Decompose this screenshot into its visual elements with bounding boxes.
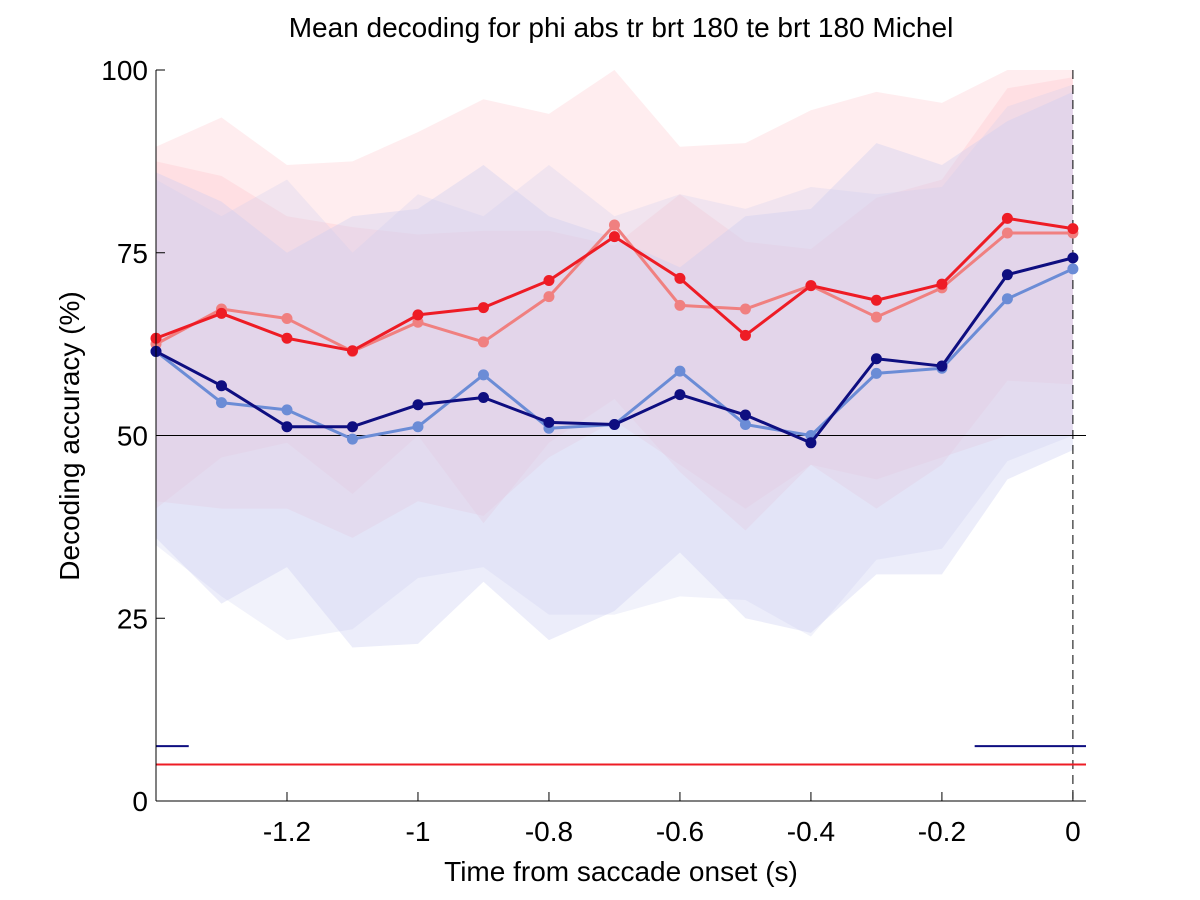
data-point-s2-11 [805, 280, 817, 292]
data-point-s3-4 [346, 433, 358, 445]
x-axis-label: Time from saccade onset (s) [444, 856, 798, 887]
x-tick-label-3: -0.8 [525, 816, 573, 847]
x-tick-label-1: -1.2 [263, 816, 311, 847]
x-tick-label-5: -0.4 [787, 816, 835, 847]
tick-labels: -1.2 -1 -0.8 -0.6 -0.4 -0.2 0 0 25 50 75 100 [101, 55, 1080, 847]
y-axis-label: Decoding accuracy (%) [54, 291, 85, 581]
data-point-s4-11 [805, 437, 817, 449]
chart-title: Mean decoding for phi abs tr brt 180 te … [288, 12, 954, 43]
data-point-s2-8 [608, 231, 620, 243]
confidence-band-2 [156, 77, 1073, 538]
data-point-s3-15 [1067, 263, 1079, 275]
data-point-s3-6 [477, 369, 489, 381]
data-point-s2-4 [346, 345, 358, 357]
data-point-s1-9 [674, 299, 686, 311]
data-point-s4-7 [543, 416, 555, 428]
x-tick-label-6: -0.2 [918, 816, 966, 847]
data-point-s2-3 [281, 332, 293, 344]
y-tick-label-5: 100 [101, 55, 148, 86]
data-point-s4-10 [739, 409, 751, 421]
data-point-s4-12 [870, 353, 882, 365]
data-point-s2-7 [543, 275, 555, 287]
data-point-s2-14 [1001, 212, 1013, 224]
data-point-s1-7 [543, 291, 555, 303]
axes [155, 69, 1086, 802]
data-point-s4-13 [936, 360, 948, 372]
data-point-s2-5 [412, 309, 424, 321]
data-point-s3-14 [1001, 293, 1013, 305]
data-point-s4-15 [1067, 252, 1079, 264]
data-point-s1-12 [870, 311, 882, 323]
y-tick-label-4: 75 [117, 238, 148, 269]
data-point-s1-14 [1001, 227, 1013, 239]
data-point-s3-3 [281, 404, 293, 416]
data-point-s3-9 [674, 365, 686, 377]
data-point-s1-3 [281, 313, 293, 325]
confidence-band-3 [156, 91, 1073, 648]
data-point-s2-10 [739, 329, 751, 341]
data-point-s2-6 [477, 302, 489, 314]
series-lines [150, 212, 1079, 449]
data-point-s2-2 [215, 307, 227, 319]
data-point-s1-6 [477, 336, 489, 348]
y-tick-label-1: 0 [132, 786, 148, 817]
y-tick-label-3: 50 [117, 421, 148, 452]
data-point-s4-2 [215, 380, 227, 392]
data-point-s2-9 [674, 272, 686, 284]
data-point-s3-5 [412, 421, 424, 433]
significance-bars [156, 745, 1086, 766]
data-point-s4-5 [412, 399, 424, 411]
data-point-s4-8 [608, 419, 620, 431]
data-point-s4-14 [1001, 269, 1013, 281]
data-point-s1-8 [608, 219, 620, 231]
data-point-s2-12 [870, 294, 882, 306]
data-point-s2-15 [1067, 223, 1079, 235]
data-point-s3-2 [215, 397, 227, 409]
data-point-s4-4 [346, 421, 358, 433]
confidence-bands [156, 70, 1073, 648]
data-point-s4-3 [281, 421, 293, 433]
data-point-s3-12 [870, 367, 882, 379]
x-tick-label-4: -0.6 [656, 816, 704, 847]
data-point-s4-9 [674, 389, 686, 401]
reference-lines [156, 70, 1086, 801]
x-tick-label-7: 0 [1065, 816, 1081, 847]
confidence-band-4 [156, 84, 1073, 641]
data-point-s4-6 [477, 391, 489, 403]
data-point-s1-10 [739, 303, 751, 315]
y-tick-label-2: 25 [117, 603, 148, 634]
data-point-s2-13 [936, 278, 948, 290]
data-point-s3-10 [739, 419, 751, 431]
x-tick-label-2: -1 [406, 816, 431, 847]
